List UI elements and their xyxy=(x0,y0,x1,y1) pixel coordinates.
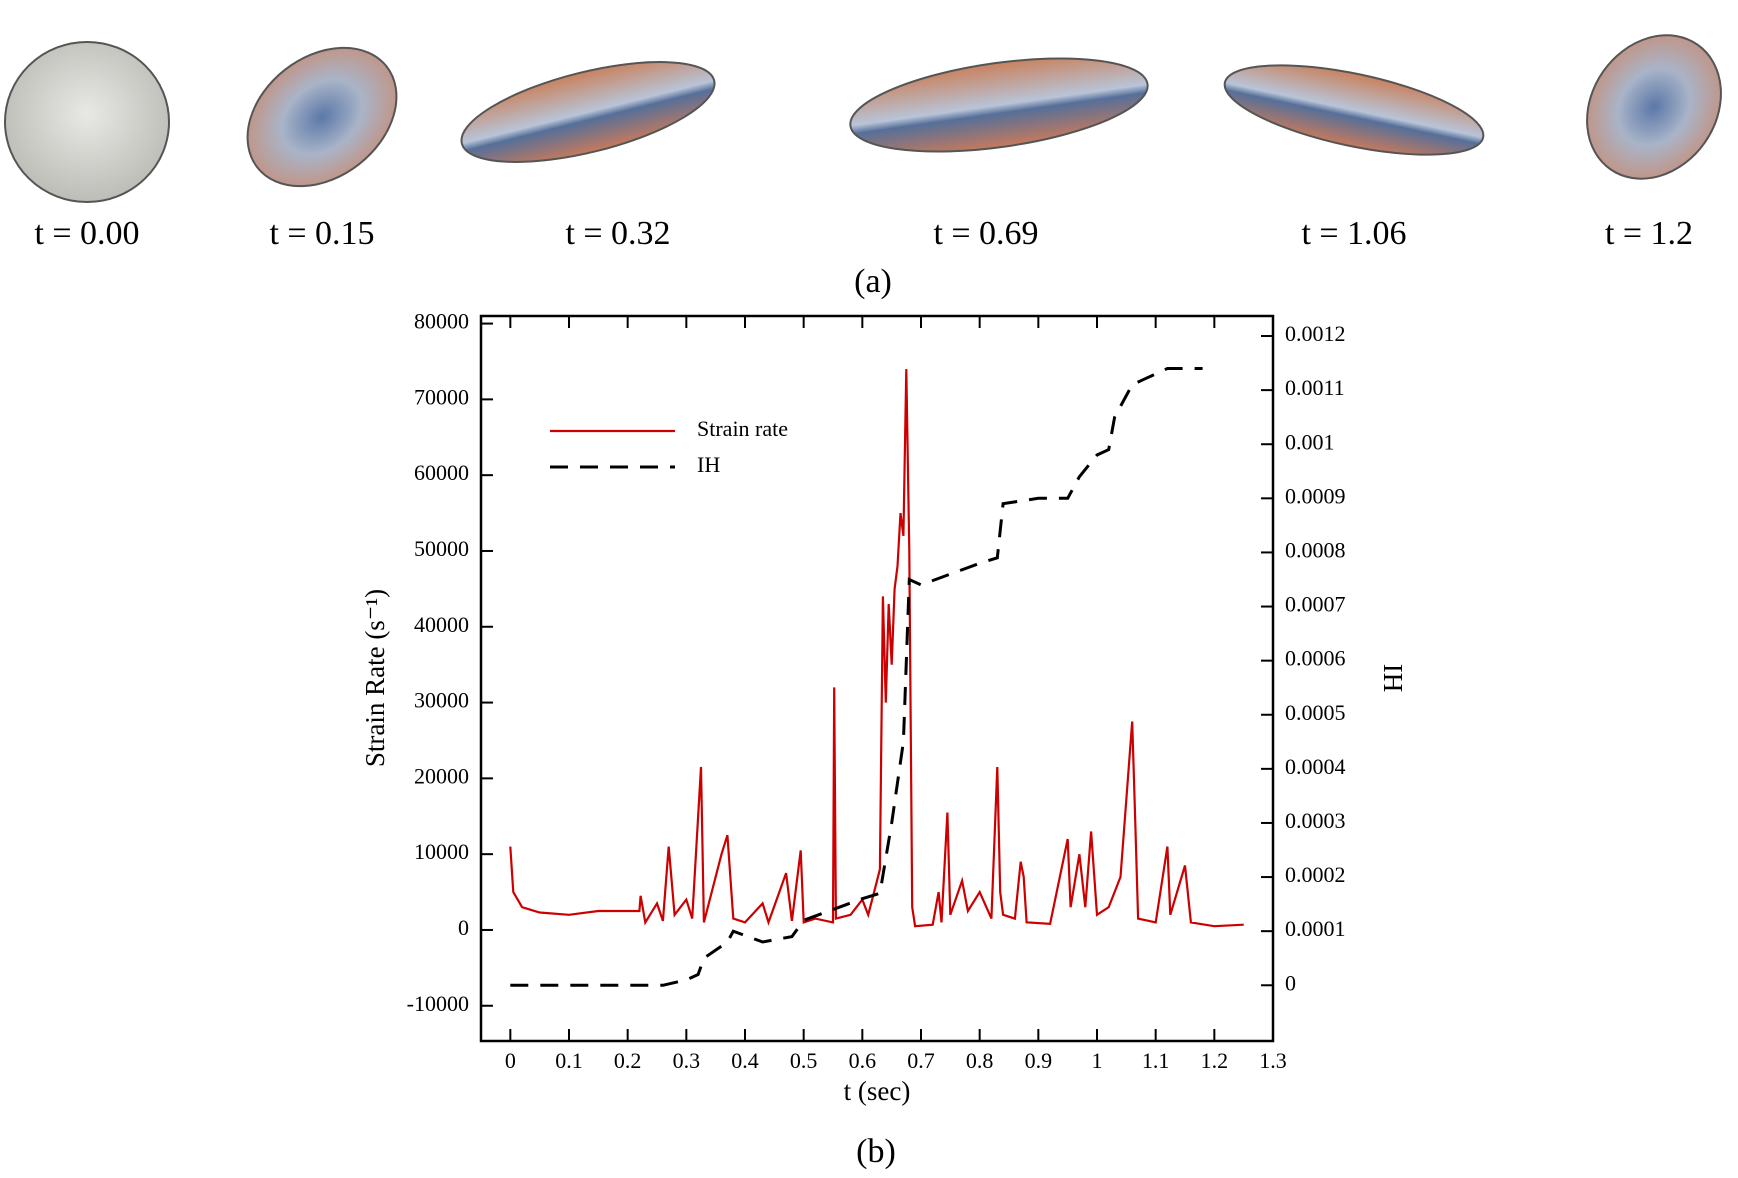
legend-label: IH xyxy=(697,452,720,477)
snapshot-label: t = 0.69 xyxy=(933,215,1038,252)
x-tick-label: 0.8 xyxy=(966,1048,994,1073)
y2-tick-label: 0.0006 xyxy=(1285,646,1346,671)
x-tick-label: 0.3 xyxy=(673,1048,701,1073)
y2-tick-label: 0.0008 xyxy=(1285,537,1346,562)
y2-tick-label: 0.0009 xyxy=(1285,483,1346,508)
y-tick-label: 70000 xyxy=(414,384,469,409)
y2-tick-label: 0.0001 xyxy=(1285,916,1346,941)
x-tick-label: 0 xyxy=(505,1048,516,1073)
y-tick-label: -10000 xyxy=(407,991,469,1016)
y2-tick-label: 0.0002 xyxy=(1285,862,1346,887)
panel-caption: (b) xyxy=(856,1133,896,1170)
snapshot-label: t = 0.15 xyxy=(269,215,374,252)
y-tick-label: 30000 xyxy=(414,688,469,713)
plot-frame xyxy=(479,314,1275,1043)
x-tick-label: 0.4 xyxy=(731,1048,759,1073)
snapshot-label: t = 0.00 xyxy=(34,215,139,252)
y-tick-label: 50000 xyxy=(414,536,469,561)
y2-axis-label: IH xyxy=(1378,664,1408,693)
y-tick-label: 60000 xyxy=(414,460,469,485)
y2-tick-label: 0.0003 xyxy=(1285,808,1346,833)
x-tick-label: 0.9 xyxy=(1025,1048,1053,1073)
panel-caption: (a) xyxy=(854,263,892,300)
y-tick-label: 20000 xyxy=(414,763,469,788)
y2-tick-label: 0.0012 xyxy=(1285,321,1346,346)
y2-tick-label: 0.0011 xyxy=(1285,375,1345,400)
y-tick-label: 40000 xyxy=(414,612,469,637)
y2-tick-label: 0.0007 xyxy=(1285,592,1346,617)
y-tick-label: 10000 xyxy=(414,839,469,864)
y2-tick-label: 0 xyxy=(1285,970,1296,995)
series-line xyxy=(509,369,1244,928)
y-tick-label: 80000 xyxy=(414,309,469,334)
x-tick-label: 0.2 xyxy=(614,1048,642,1073)
x-tick-label: 1 xyxy=(1092,1048,1103,1073)
y2-tick-label: 0.001 xyxy=(1285,429,1335,454)
x-tick-label: 0.1 xyxy=(555,1048,583,1073)
x-axis-label: t (sec) xyxy=(844,1076,911,1106)
x-tick-label: 0.5 xyxy=(790,1048,818,1073)
snapshot-label: t = 0.32 xyxy=(565,215,670,252)
x-tick-label: 1.3 xyxy=(1259,1048,1287,1073)
series-line xyxy=(510,367,1203,987)
snapshot-label: t = 1.06 xyxy=(1301,215,1406,252)
y-tick-label: 0 xyxy=(458,915,469,940)
panel-a-shapes xyxy=(4,34,1722,203)
x-tick-label: 0.7 xyxy=(907,1048,935,1073)
x-tick-label: 1.1 xyxy=(1142,1048,1170,1073)
snapshot-label: t = 1.2 xyxy=(1605,215,1693,252)
y2-tick-label: 0.0005 xyxy=(1285,700,1346,725)
x-tick-label: 0.6 xyxy=(849,1048,877,1073)
legend-label: Strain rate xyxy=(697,416,788,441)
y2-tick-label: 0.0004 xyxy=(1285,754,1346,779)
x-tick-label: 1.2 xyxy=(1201,1048,1229,1073)
y-axis-label: Strain Rate (s⁻¹) xyxy=(360,589,390,767)
